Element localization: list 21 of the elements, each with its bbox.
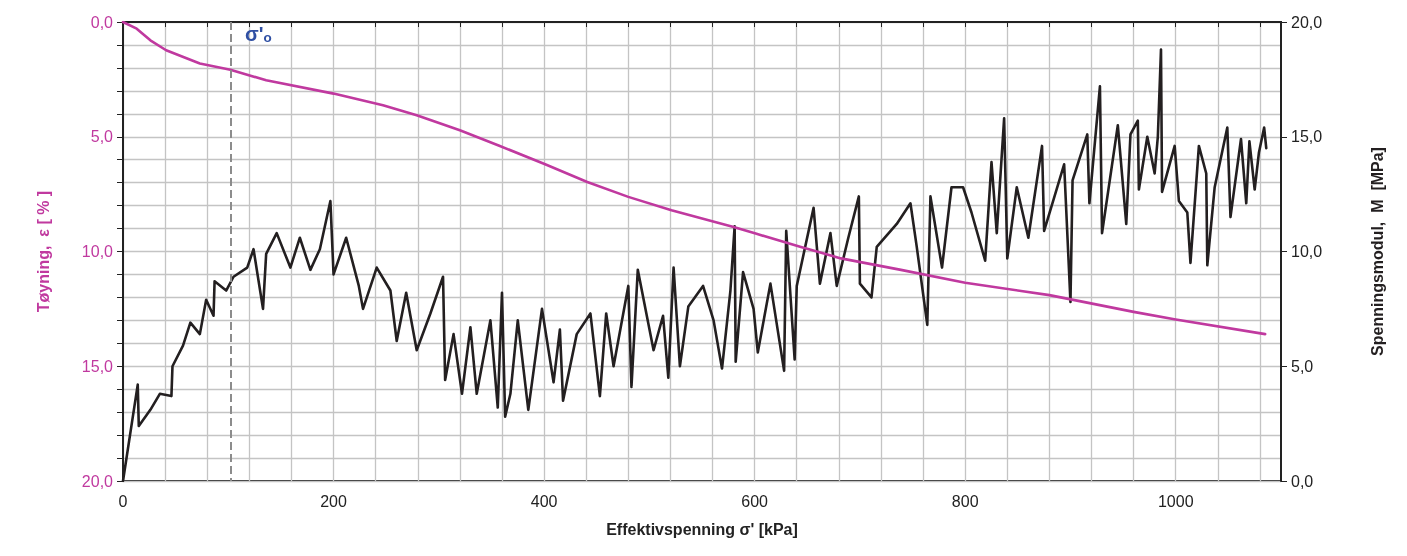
x-axis-title: Effektivspenning σ' [kPa]	[606, 520, 798, 538]
ref-line-label: σ'ₒ	[245, 23, 272, 45]
x-tick-label: 200	[320, 492, 347, 510]
y2-tick-label: 5,0	[1291, 357, 1314, 375]
y2-tick-label: 15,0	[1291, 128, 1323, 146]
y-tick-label: 5,0	[90, 128, 114, 146]
x-tick-label: 1000	[1157, 492, 1194, 510]
y-tick-label: 10,0	[81, 243, 114, 260]
x-tick-label: 600	[741, 492, 769, 510]
y-tick-label: 20,0	[81, 472, 114, 490]
y2-tick-label: 10,0	[1291, 243, 1323, 260]
line-series	[121, 20, 1267, 336]
y-tick-label: 15,0	[81, 357, 114, 375]
y2-tick-label: 20,0	[1291, 13, 1323, 31]
x-tick-label: 800	[951, 492, 979, 510]
y-tick-label: 0,0	[90, 13, 114, 31]
y-axis-title: Tøyning, ε [ % ]	[34, 190, 52, 313]
x-tick-label: 0	[118, 492, 128, 510]
y2-axis-title: Spenningsmodul, M [MPa]	[1368, 147, 1386, 356]
y2-tick-label: 0,0	[1291, 472, 1314, 490]
x-tick-label: 400	[530, 492, 558, 510]
